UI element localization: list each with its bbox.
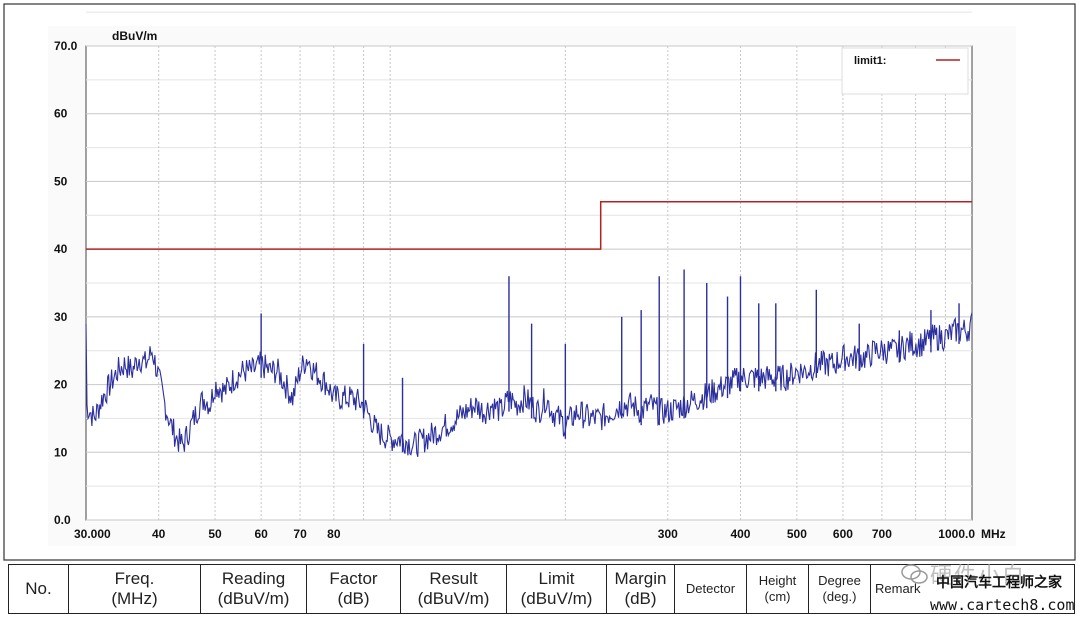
x-tick-label: 1000.0 <box>938 527 975 541</box>
watermark: 硬件小白 中国汽车工程师之家 www.cartech8.com <box>900 556 1078 618</box>
header-freq: Freq. (MHz) <box>68 564 201 614</box>
header-no: No. <box>8 564 69 614</box>
watermark-author: 硬件小白 <box>930 564 1027 589</box>
header-factor: Factor (dB) <box>306 564 401 614</box>
x-tick-label: 30.000 <box>74 527 111 541</box>
x-tick-label: 600 <box>833 527 853 541</box>
legend-label-limit1: limit1: <box>854 55 886 67</box>
table-header-row: No. Freq. (MHz) Reading (dBuV/m) Factor (dB… <box>8 564 1075 614</box>
header-margin: Margin (dB) <box>606 564 675 614</box>
emission-chart: 0.0 10 20 30 40 50 60 70.0 30.000 40 50 60 70 80 300 4… <box>3 3 1076 561</box>
header-degree: Degree (deg.) <box>808 564 871 614</box>
header-limit: Limit (dBuV/m) <box>506 564 607 614</box>
wechat-icon <box>901 564 928 584</box>
watermark-site-name: 中国汽车工程师之家 <box>936 575 1062 591</box>
x-tick-label: 50 <box>208 527 222 541</box>
x-axis-ticks: 30.000 40 50 60 70 80 300 400 500 600 700 1000.0 <box>74 527 975 541</box>
x-tick-label: 700 <box>872 527 892 541</box>
y-axis-ticks: 0.0 10 20 30 40 50 60 70.0 <box>54 39 78 527</box>
y-tick-label: 30 <box>54 310 68 324</box>
x-axis-unit: MHz <box>981 527 1006 541</box>
y-tick-label: 70.0 <box>54 39 78 53</box>
x-tick-label: 40 <box>152 527 166 541</box>
watermark-url: www.cartech8.com <box>930 596 1075 614</box>
y-tick-label: 20 <box>54 378 68 392</box>
x-tick-label: 80 <box>327 527 341 541</box>
x-tick-label: 60 <box>254 527 268 541</box>
x-tick-label: 70 <box>293 527 307 541</box>
x-tick-label: 300 <box>658 527 678 541</box>
series-lines <box>85 200 973 458</box>
header-result: Result (dBuV/m) <box>400 564 507 614</box>
y-tick-label: 40 <box>54 242 68 256</box>
measurement-trace <box>85 312 973 458</box>
y-tick-label: 0.0 <box>54 513 71 527</box>
header-remark: Remark <box>870 564 1075 614</box>
legend: limit1: <box>841 47 969 95</box>
y-axis-unit: dBuV/m <box>112 29 157 43</box>
header-detector: Detector <box>674 564 747 614</box>
x-tick-label: 400 <box>730 527 750 541</box>
report-frame <box>3 3 1076 561</box>
y-tick-label: 60 <box>54 107 68 121</box>
x-tick-label: 500 <box>787 527 807 541</box>
header-reading: Reading (dBuV/m) <box>200 564 307 614</box>
y-tick-label: 10 <box>54 445 68 459</box>
limit-line <box>86 200 972 250</box>
header-height: Height (cm) <box>746 564 809 614</box>
results-table: No. Freq. (MHz) Reading (dBuV/m) Factor (dB… <box>8 564 1075 614</box>
grid-lines <box>86 11 972 521</box>
legend-box <box>841 47 969 95</box>
y-tick-label: 50 <box>54 174 68 188</box>
